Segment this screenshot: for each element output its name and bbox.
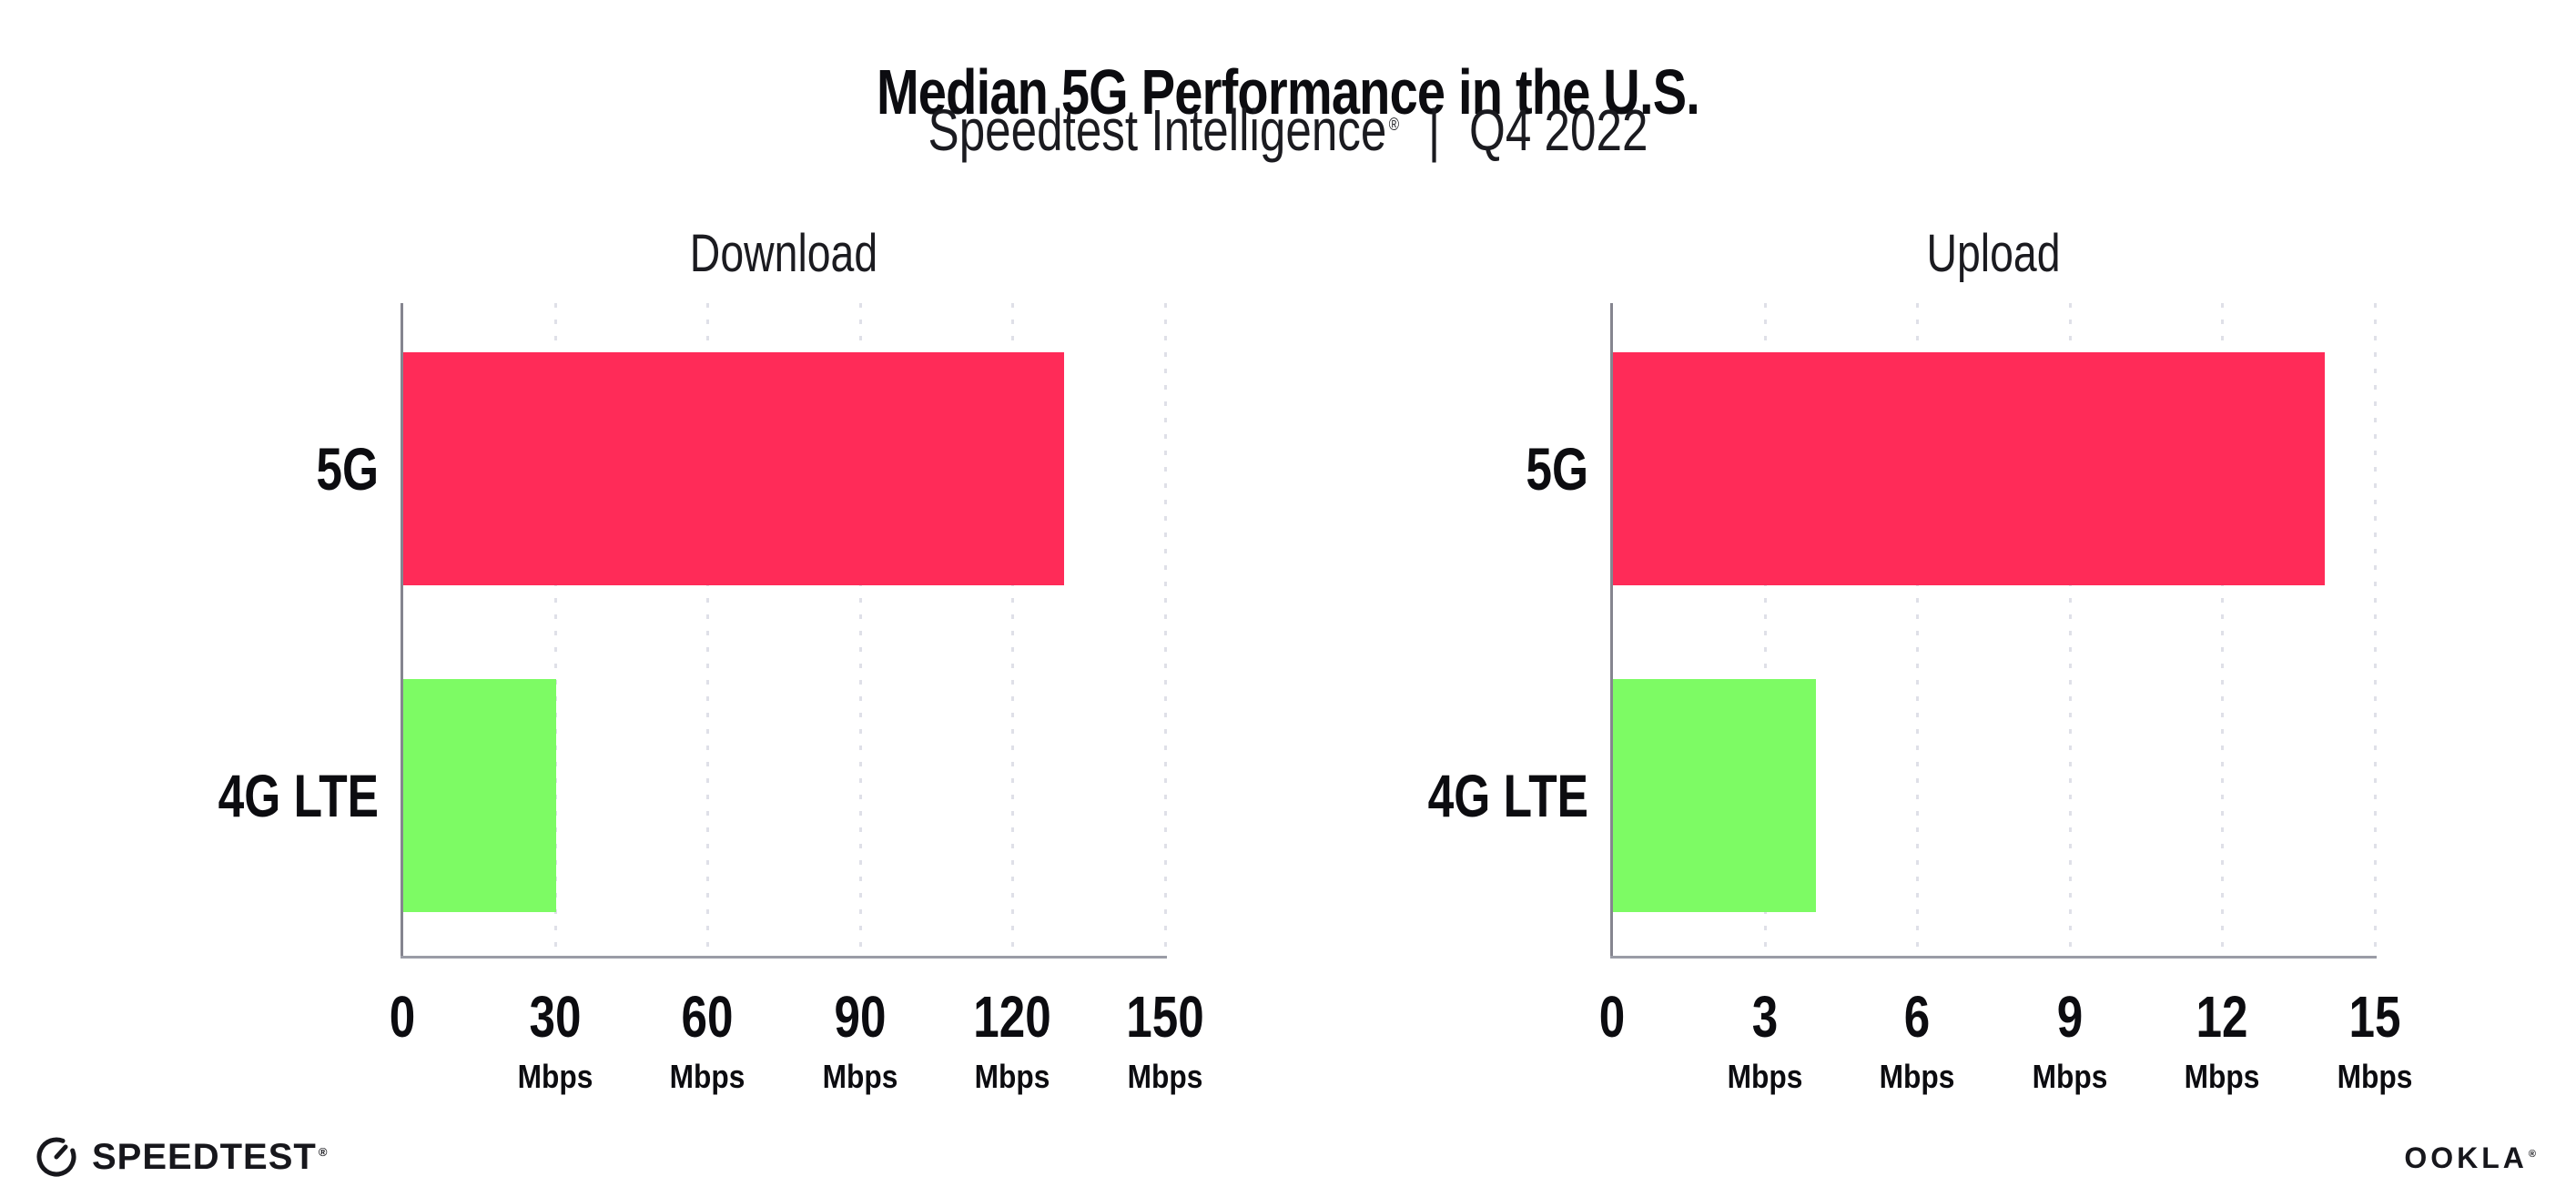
y-axis-line — [1610, 303, 1613, 959]
ookla-logo: OOKLA® — [2404, 1143, 2540, 1172]
gridline — [1916, 303, 1920, 956]
tick-value: 0 — [389, 984, 416, 1050]
tick-value: 15 — [2348, 984, 2401, 1050]
gridline — [2068, 303, 2072, 956]
gridline — [1011, 303, 1015, 956]
tick-value: 150 — [1126, 984, 1204, 1050]
tick-value: 30 — [529, 984, 582, 1050]
ookla-wordmark: OOKLA — [2404, 1141, 2528, 1174]
chart-title-upload: Upload — [1926, 224, 2061, 283]
tick-value: 12 — [2196, 984, 2248, 1050]
x-tick-label: 90 Mbps — [783, 988, 938, 1093]
x-tick-label: 120 Mbps — [935, 988, 1090, 1093]
y-axis-line — [401, 303, 403, 959]
ookla-trademark: ® — [2528, 1149, 2540, 1160]
bar-4g-lte — [1613, 679, 1817, 912]
speedtest-trademark: ® — [318, 1145, 329, 1159]
gridline — [858, 303, 862, 956]
x-tick-label: 3 Mbps — [1688, 988, 1842, 1093]
category-label-5g: 5G — [316, 435, 379, 502]
tick-unit: Mbps — [517, 1058, 593, 1095]
tick-value: 9 — [2056, 984, 2084, 1050]
subtitle: Speedtest Intelligence ® | Q4 2022 — [258, 98, 2318, 162]
tick-value: 6 — [1903, 984, 1931, 1050]
gridline — [1763, 303, 1767, 956]
chart-title-download: Download — [689, 224, 878, 283]
x-axis-line — [1610, 956, 2377, 959]
tick-value: 90 — [834, 984, 887, 1050]
x-tick-label: 150 Mbps — [1088, 988, 1242, 1093]
x-tick-label: 9 Mbps — [1993, 988, 2147, 1093]
speedometer-icon — [35, 1135, 78, 1179]
x-tick-label: 0 — [1535, 988, 1689, 1046]
x-tick-label: 15 Mbps — [2297, 988, 2452, 1093]
gridline — [2221, 303, 2225, 956]
category-label-4g-lte: 4G LTE — [1427, 762, 1588, 829]
page-title: Median 5G Performance in the U.S. — [876, 56, 1700, 127]
x-tick-label: 12 Mbps — [2145, 988, 2299, 1093]
x-tick-label: 60 Mbps — [630, 988, 785, 1093]
tick-unit: Mbps — [2337, 1058, 2413, 1095]
tick-value: 60 — [681, 984, 734, 1050]
gridline — [706, 303, 710, 956]
x-tick-label: 0 — [325, 988, 480, 1046]
category-label-4g-lte: 4G LTE — [218, 762, 379, 829]
registered-mark: ® — [1388, 115, 1400, 135]
speedtest-logo: SPEEDTEST ® — [35, 1133, 328, 1181]
tick-unit: Mbps — [1879, 1058, 1955, 1095]
tick-value: 3 — [1751, 984, 1778, 1050]
gridline — [553, 303, 557, 956]
gridline — [1164, 303, 1167, 956]
x-tick-label: 6 Mbps — [1840, 988, 1994, 1093]
x-axis-line — [401, 956, 1167, 959]
tick-unit: Mbps — [1127, 1058, 1203, 1095]
tick-unit: Mbps — [975, 1058, 1050, 1095]
tick-value: 120 — [973, 984, 1052, 1050]
tick-unit: Mbps — [669, 1058, 745, 1095]
gridline — [2374, 303, 2377, 956]
category-label-5g: 5G — [1526, 435, 1588, 502]
tick-unit: Mbps — [2032, 1058, 2108, 1095]
subtitle-separator: | — [1427, 97, 1441, 163]
subtitle-period: Q4 2022 — [1469, 97, 1648, 163]
bar-5g — [403, 352, 1065, 585]
tick-unit: Mbps — [1727, 1058, 1802, 1095]
x-tick-label: 30 Mbps — [478, 988, 633, 1093]
subtitle-brand: Speedtest Intelligence — [928, 97, 1387, 163]
bar-5g — [1613, 352, 2326, 585]
tick-unit: Mbps — [2185, 1058, 2260, 1095]
tick-value: 0 — [1598, 984, 1626, 1050]
speedtest-wordmark: SPEEDTEST ® — [92, 1137, 329, 1177]
bar-4g-lte — [403, 679, 556, 912]
tick-unit: Mbps — [822, 1058, 898, 1095]
